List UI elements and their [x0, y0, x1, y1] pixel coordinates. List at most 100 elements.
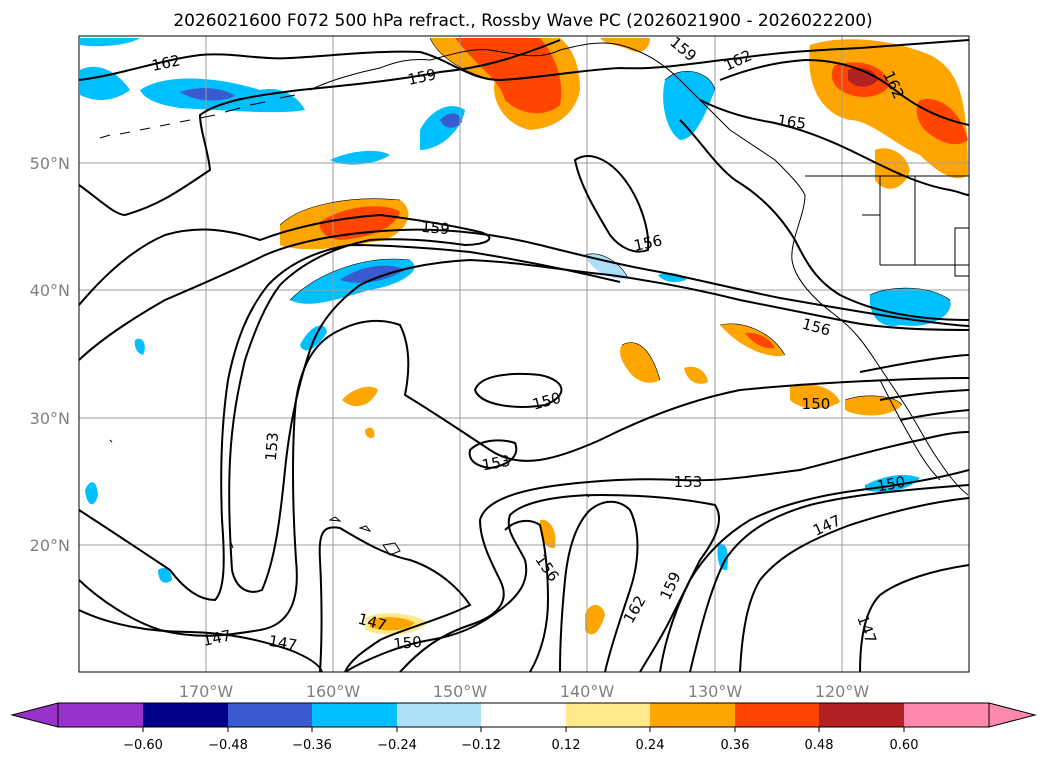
colorbar-tick-label: 0.24 — [636, 738, 665, 753]
contour-label: 159 — [420, 218, 450, 238]
contour-line — [859, 354, 969, 373]
hawaii-islands — [328, 516, 401, 556]
anomaly-positive-area — [620, 342, 660, 383]
map-panel: 162 159 159 162 165 162 159 156 156 150 … — [30, 33, 970, 701]
lat-label: 40°N — [30, 281, 70, 300]
anomaly-negative-area — [340, 265, 405, 283]
west-coast-coastline — [791, 194, 969, 496]
anomaly-negative-area — [330, 150, 390, 165]
colorbar-tick-label: −0.12 — [461, 738, 501, 753]
colorbar-bin — [397, 703, 481, 727]
lon-label: 160°W — [306, 682, 361, 701]
contour-line — [899, 409, 969, 421]
lat-label: 30°N — [30, 409, 70, 428]
anomaly-positive-area — [845, 395, 902, 416]
contour-line — [79, 228, 969, 361]
contour-label: 153 — [480, 452, 511, 475]
colorbar-bin — [735, 703, 819, 727]
colorbar-bin — [566, 703, 650, 727]
contour-line — [473, 372, 563, 408]
latitude-labels: 50°N 40°N 30°N 20°N — [30, 154, 70, 555]
contour-label: 147 — [267, 632, 298, 655]
contour-line — [689, 484, 969, 672]
colorbar-bin — [481, 703, 566, 727]
colorbar-bin — [819, 703, 904, 727]
colorbar-bin — [58, 703, 143, 727]
colorbar-bin — [650, 703, 735, 727]
map-frame — [78, 35, 970, 673]
lon-label: 130°W — [688, 682, 743, 701]
colorbar-tick-label: −0.48 — [208, 738, 248, 753]
colorbar-bin — [143, 703, 228, 727]
contour-line — [79, 243, 621, 602]
anomaly-positive-area — [916, 99, 968, 145]
lon-label: 140°W — [560, 682, 615, 701]
colorbar-bin — [228, 703, 312, 727]
contour-line — [719, 58, 969, 126]
contour-line — [79, 39, 561, 217]
contour-line — [879, 389, 969, 401]
colorbar-tick-label: −0.36 — [292, 738, 332, 753]
contour-line — [79, 319, 969, 637]
anomaly-negative-area — [663, 71, 715, 140]
anomaly-positive-area — [342, 386, 378, 407]
anomaly-positive-area — [875, 148, 910, 189]
lon-label: 120°W — [815, 682, 870, 701]
anomaly-positive-area — [684, 366, 708, 384]
colorbar-bin — [312, 703, 397, 727]
anomaly-negative-area — [85, 482, 98, 505]
contour-label: 150 — [393, 633, 423, 653]
contour-label: 159 — [406, 65, 438, 89]
contour-line — [399, 431, 969, 672]
anomaly-negative-area — [180, 88, 235, 101]
colorbar-tick-label: 0.60 — [890, 738, 919, 753]
colorbar: −0.60 −0.48 −0.36 −0.24 −0.12 0.12 0.24 … — [10, 702, 1037, 753]
anomaly-positive-area — [848, 68, 878, 87]
anomaly-negative-area — [158, 568, 172, 583]
colorbar-frame — [57, 702, 990, 728]
contour-label: 156 — [632, 231, 664, 255]
colorbar-extend-high — [988, 702, 1037, 728]
colorbar-tick-label: 0.36 — [721, 738, 750, 753]
lon-label: 170°W — [179, 682, 234, 701]
colorbar-ticks — [142, 727, 905, 732]
contour-line — [79, 609, 323, 672]
contour-line — [79, 213, 969, 593]
contour-label: 162 — [150, 51, 182, 75]
anomaly-positive-area — [600, 38, 650, 52]
contour-line — [739, 497, 969, 672]
lat-lon-grid — [79, 36, 969, 672]
anomaly-positive-area — [585, 604, 605, 635]
contour-label: 165 — [776, 111, 807, 133]
contour-line — [699, 99, 969, 196]
contour-line — [468, 439, 518, 470]
colorbar-tick-labels: −0.60 −0.48 −0.36 −0.24 −0.12 0.12 0.24 … — [123, 738, 918, 753]
baja-coastline — [879, 379, 941, 481]
contour-line — [573, 155, 650, 253]
refractive-index-contours — [79, 39, 969, 672]
colorbar-tick-label: 0.48 — [805, 738, 834, 753]
colorbar-tick-label: −0.60 — [123, 738, 163, 753]
colorbar-bin — [904, 703, 989, 727]
longitude-labels: 170°W 160°W 150°W 140°W 130°W 120°W — [179, 682, 870, 701]
anomaly-negative-area — [717, 543, 728, 571]
anomaly-positive-area — [455, 38, 562, 114]
shaded-anomalies — [80, 38, 968, 635]
anomaly-negative-area — [80, 66, 130, 100]
contour-line — [859, 564, 969, 672]
state-borders — [862, 176, 969, 277]
anomaly-positive-area — [370, 617, 415, 631]
contour-line — [318, 526, 472, 672]
contour-line — [559, 500, 639, 672]
colorbar-tick-label: 0.12 — [552, 738, 581, 753]
anomaly-negative-area — [300, 325, 327, 351]
chart-title: 2026021600 F072 500 hPa refract., Rossby… — [173, 11, 872, 31]
contour-line — [659, 469, 969, 672]
contour-label: 153 — [674, 473, 703, 491]
contour-label: 153 — [262, 432, 282, 462]
aleutian-islands — [99, 94, 296, 139]
lat-label: 50°N — [30, 154, 70, 173]
colorbar-tick-label: −0.24 — [377, 738, 417, 753]
anomaly-negative-area — [585, 253, 628, 279]
